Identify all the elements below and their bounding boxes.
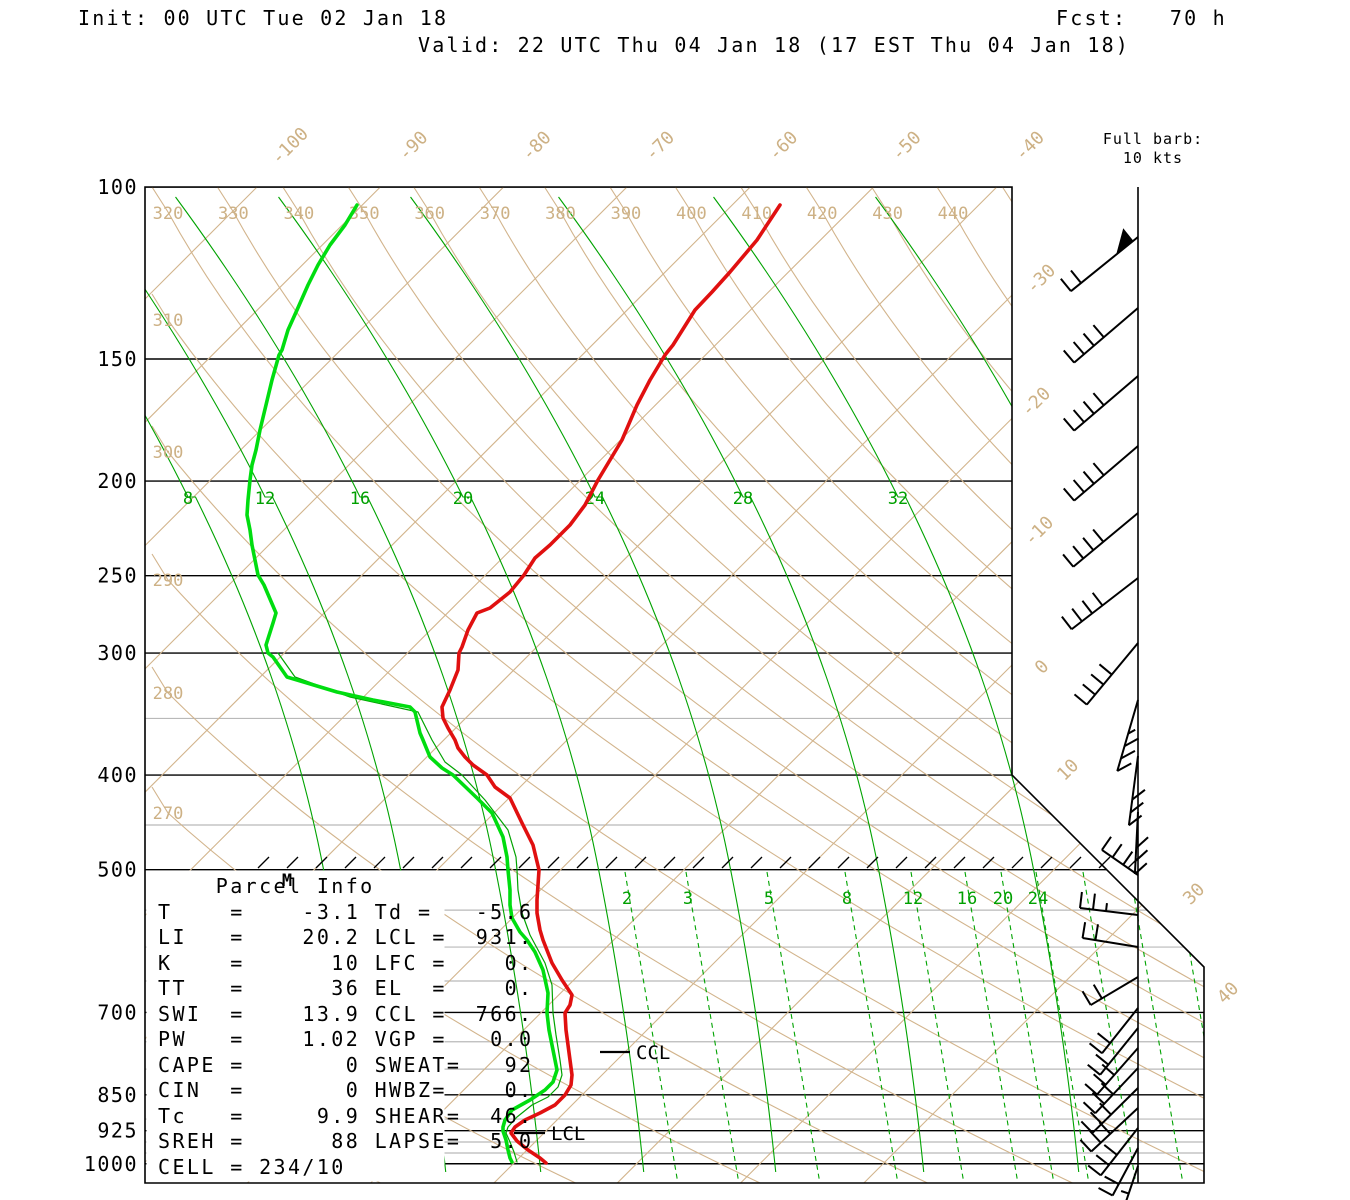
chart-label: 150 bbox=[97, 347, 138, 371]
level-markers: CCL LCL bbox=[514, 1042, 670, 1145]
chart-label: 5 bbox=[764, 889, 774, 909]
init-time-label: Init: 00 UTC Tue 02 Jan 18 bbox=[78, 6, 449, 30]
chart-label: 850 bbox=[97, 1083, 138, 1107]
chart-label: 40 bbox=[1213, 978, 1243, 1008]
chart-label: 370 bbox=[480, 204, 511, 224]
wind-barb-legend: Full barb: 10 kts bbox=[1088, 130, 1218, 168]
chart-label: 250 bbox=[97, 564, 138, 588]
chart-label: 8 bbox=[842, 889, 852, 909]
chart-label: 1000 bbox=[84, 1152, 138, 1176]
chart-label: LCL bbox=[551, 1123, 585, 1145]
chart-label: 2 bbox=[622, 889, 632, 909]
chart-label: -30 bbox=[1022, 260, 1060, 298]
chart-label: -50 bbox=[888, 127, 926, 165]
chart-label: -90 bbox=[394, 127, 432, 165]
chart-label: 30 bbox=[1179, 879, 1209, 909]
chart-label: -100 bbox=[267, 123, 313, 169]
dewpoint-trace bbox=[245, 203, 559, 1164]
chart-label: 8 bbox=[183, 489, 193, 509]
chart-label: 10 bbox=[1053, 755, 1083, 785]
chart-label: 270 bbox=[153, 804, 184, 824]
chart-label: 310 bbox=[153, 311, 184, 331]
legend-line1: Full barb: bbox=[1102, 130, 1204, 148]
chart-label: 16 bbox=[350, 489, 370, 509]
chart-label: 430 bbox=[872, 204, 903, 224]
wetbulb-trace bbox=[277, 652, 563, 1163]
chart-label: 290 bbox=[153, 571, 184, 591]
chart-label: 16 bbox=[957, 889, 977, 909]
forecast-hour-label: Fcst: 70 h bbox=[1056, 6, 1227, 30]
chart-label: -60 bbox=[764, 127, 802, 165]
chart-label: 20 bbox=[993, 889, 1013, 909]
chart-label: 28 bbox=[733, 489, 753, 509]
chart-label: 300 bbox=[153, 443, 184, 463]
chart-label: 700 bbox=[97, 1000, 138, 1024]
chart-label: M bbox=[282, 871, 292, 891]
chart-label: 300 bbox=[97, 641, 138, 665]
chart-label: 440 bbox=[938, 204, 969, 224]
chart-label: -40 bbox=[1011, 127, 1049, 165]
pressure-axis-labels: 100 150 200 250 300 400 500 700 850 925 1000 bbox=[84, 175, 138, 1176]
chart-label: 390 bbox=[611, 204, 642, 224]
chart-label: 3 bbox=[683, 889, 693, 909]
chart-label: -20 bbox=[1017, 383, 1055, 421]
chart-label: 925 bbox=[97, 1119, 138, 1143]
freezing-hatch-row: M bbox=[257, 856, 1140, 891]
chart-label: -70 bbox=[641, 127, 679, 165]
chart-label: CCL bbox=[636, 1042, 670, 1064]
temperature-trace bbox=[440, 203, 782, 1165]
chart-label: 200 bbox=[97, 469, 138, 493]
chart-label: 410 bbox=[741, 204, 772, 224]
chart-label: 12 bbox=[255, 489, 275, 509]
moist-adiabat-labels: 8 12 16 20 24 28 32 bbox=[183, 489, 908, 509]
chart-label: 330 bbox=[218, 204, 249, 224]
chart-label: -10 bbox=[1020, 512, 1058, 550]
chart-label: 500 bbox=[97, 858, 138, 882]
parcel-info-block: Parcel Info T = -3.1 Td = -5.6 LI = 20.2… bbox=[158, 874, 534, 1179]
chart-label: 32 bbox=[888, 489, 908, 509]
chart-label: 0 bbox=[1031, 656, 1054, 679]
chart-label: 400 bbox=[676, 204, 707, 224]
chart-label: 100 bbox=[97, 175, 138, 199]
chart-label: 420 bbox=[807, 204, 838, 224]
dry-adiabat-labels: 320 330 340 350 360 370 380 390 400 410 420 430 4403… bbox=[153, 204, 969, 824]
mixing-ratio-labels: 2 3 5 8 12 16 20 24 bbox=[622, 889, 1048, 909]
chart-label: 400 bbox=[97, 763, 138, 787]
chart-label: -80 bbox=[518, 127, 556, 165]
chart-label: 380 bbox=[545, 204, 576, 224]
chart-label: 360 bbox=[414, 204, 445, 224]
legend-line2: 10 kts bbox=[1122, 149, 1184, 167]
chart-label: 320 bbox=[153, 204, 184, 224]
chart-label: 20 bbox=[453, 489, 473, 509]
valid-time-label: Valid: 22 UTC Thu 04 Jan 18 (17 EST Thu … bbox=[418, 33, 1131, 57]
chart-label: 24 bbox=[1028, 889, 1048, 909]
chart-label: 12 bbox=[903, 889, 923, 909]
chart-label: 340 bbox=[283, 204, 314, 224]
chart-label: 280 bbox=[153, 684, 184, 704]
wind-barb-column bbox=[1060, 187, 1149, 1200]
